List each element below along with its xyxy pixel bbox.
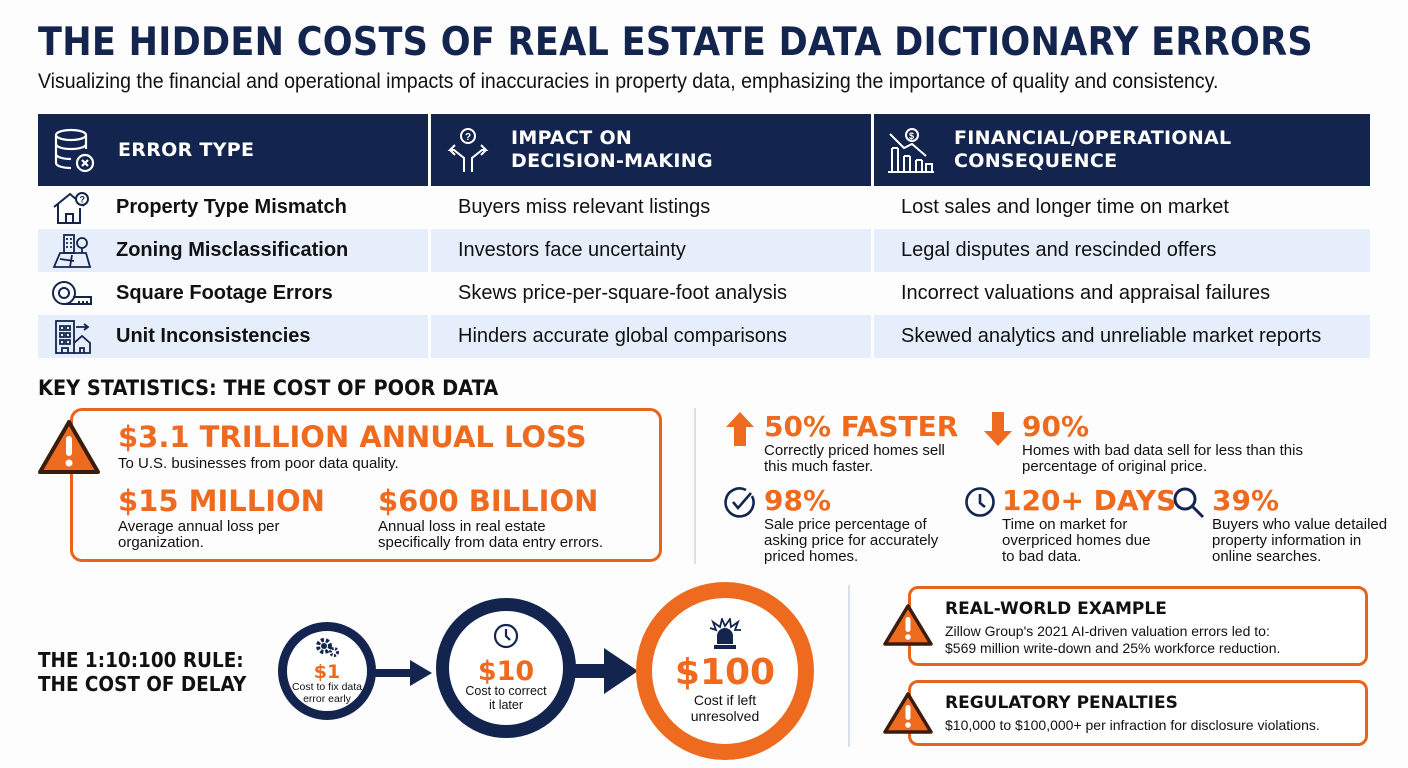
error-impact-table: ERROR TYPE ? IMPACT ON DECISION-MAKING $… bbox=[38, 114, 1370, 358]
consequence: Legal disputes and rescinded offers bbox=[874, 229, 1370, 272]
regulatory-penalties-callout: REGULATORY PENALTIES $10,000 to $100,000… bbox=[908, 680, 1368, 746]
key-statistics-heading: KEY STATISTICS: THE COST OF POOR DATA bbox=[38, 376, 499, 400]
callout-text: Zillow Group's 2021 AI-driven valuation … bbox=[945, 623, 1281, 656]
check-circle-icon bbox=[724, 486, 756, 523]
column-label-line2: CONSEQUENCE bbox=[954, 150, 1118, 172]
stat-desc: Homes with bad data sell for less than t… bbox=[1022, 442, 1303, 475]
impact: Hinders accurate global comparisons bbox=[431, 315, 871, 358]
callout-text: $10,000 to $100,000+ per infraction for … bbox=[945, 717, 1320, 733]
alarm-siren-icon bbox=[706, 616, 744, 655]
stat-value: 98% bbox=[764, 484, 832, 517]
table-header: ERROR TYPE ? IMPACT ON DECISION-MAKING $… bbox=[38, 114, 1370, 186]
consequence: Lost sales and longer time on market bbox=[901, 196, 1229, 218]
arrow-right-icon bbox=[370, 660, 432, 691]
table-row: Unit Inconsistencies Hinders accurate gl… bbox=[38, 315, 1370, 358]
stat-value: 39% bbox=[1212, 484, 1280, 517]
stat-value: 120+ DAYS bbox=[1002, 484, 1177, 517]
rule-caption: Cost to correct it later bbox=[465, 684, 547, 712]
stat-desc: Time on market for overpriced homes due … bbox=[1002, 516, 1151, 565]
building-convert-icon bbox=[48, 319, 96, 355]
stat-desc: Sale price percentage of asking price fo… bbox=[764, 516, 939, 565]
impact: Skews price-per-square-foot analysis bbox=[458, 282, 788, 304]
rule-amount: $10 bbox=[477, 656, 535, 688]
stat-desc: Annual loss in real estate specifically … bbox=[378, 518, 604, 551]
error-type: Square Footage Errors bbox=[116, 282, 333, 304]
impact: Investors face uncertainty bbox=[431, 229, 871, 272]
key-stats-box bbox=[70, 408, 662, 562]
column-label-line2: DECISION-MAKING bbox=[511, 150, 713, 172]
gears-icon bbox=[314, 636, 340, 663]
arrow-right-icon bbox=[568, 648, 638, 699]
rule-amount: $100 bbox=[674, 652, 776, 694]
search-icon bbox=[1172, 486, 1206, 525]
error-type: Unit Inconsistencies bbox=[116, 325, 311, 347]
table-row: Square Footage Errors Skews price-per-sq… bbox=[38, 272, 1370, 315]
tape-measure-icon bbox=[48, 276, 96, 312]
column-label-line1: FINANCIAL/OPERATIONAL bbox=[954, 127, 1232, 149]
error-type: Property Type Mismatch bbox=[116, 196, 347, 218]
callout-heading: REAL-WORLD EXAMPLE bbox=[945, 599, 1167, 619]
rule-step-1: $1 Cost to fix data error early bbox=[278, 622, 376, 720]
stat-desc: Average annual loss per organization. bbox=[118, 518, 280, 551]
column-header-impact: ? IMPACT ON DECISION-MAKING bbox=[431, 114, 871, 186]
stat-value: 90% bbox=[1022, 410, 1090, 443]
house-question-icon: ? bbox=[48, 190, 96, 226]
consequence: Skewed analytics and unreliable market r… bbox=[874, 315, 1370, 358]
stat-main-value: $3.1 TRILLION ANNUAL LOSS bbox=[118, 420, 587, 454]
table-row: Zoning Misclassification Investors face … bbox=[38, 229, 1370, 272]
consequence: Incorrect valuations and appraisal failu… bbox=[901, 282, 1271, 304]
page-subtitle: Visualizing the financial and operationa… bbox=[38, 70, 1219, 93]
divider bbox=[694, 408, 696, 564]
divider bbox=[848, 585, 850, 747]
rule-step-2: $10 Cost to correct it later bbox=[436, 598, 576, 738]
callout-heading: REGULATORY PENALTIES bbox=[945, 693, 1178, 713]
error-type: Zoning Misclassification bbox=[116, 239, 349, 261]
column-header-consequence: $ FINANCIAL/OPERATIONAL CONSEQUENCE bbox=[874, 114, 1370, 186]
decision-fork-icon: ? bbox=[443, 125, 493, 175]
arrow-up-icon bbox=[726, 412, 754, 451]
column-label: ERROR TYPE bbox=[118, 138, 255, 161]
clock-icon bbox=[964, 486, 996, 523]
svg-text:?: ? bbox=[80, 194, 86, 204]
table-row: ? Property Type Mismatch Buyers miss rel… bbox=[38, 186, 1370, 229]
stat-main-desc: To U.S. businesses from poor data qualit… bbox=[118, 455, 399, 472]
clock-icon bbox=[493, 623, 519, 654]
rule-caption: Cost to fix data error early bbox=[291, 681, 363, 705]
stat-desc: Buyers who value detailed property infor… bbox=[1212, 516, 1388, 565]
warning-icon bbox=[36, 418, 102, 481]
rule-amount: $1 bbox=[313, 661, 341, 684]
warning-icon bbox=[882, 602, 934, 653]
rule-step-3: $100 Cost if left unresolved bbox=[636, 582, 814, 760]
stat-value: $15 MILLION bbox=[118, 484, 325, 518]
arrow-down-icon bbox=[984, 412, 1012, 451]
warning-icon bbox=[882, 690, 934, 741]
stat-desc: Correctly priced homes sell this much fa… bbox=[764, 442, 945, 475]
stat-value: 50% FASTER bbox=[764, 410, 959, 443]
real-world-example-callout: REAL-WORLD EXAMPLE Zillow Group's 2021 A… bbox=[908, 586, 1368, 666]
rule-heading: THE 1:10:100 RULE: THE COST OF DELAY bbox=[38, 648, 247, 696]
rule-caption: Cost if left unresolved bbox=[690, 692, 760, 724]
page-title: THE HIDDEN COSTS OF REAL ESTATE DATA DIC… bbox=[38, 20, 1313, 65]
impact: Buyers miss relevant listings bbox=[458, 196, 711, 218]
database-error-icon bbox=[50, 125, 100, 175]
column-label-line1: IMPACT ON bbox=[511, 127, 633, 149]
svg-text:?: ? bbox=[465, 132, 471, 143]
stat-value: $600 BILLION bbox=[378, 484, 599, 518]
zoning-map-icon bbox=[48, 233, 96, 269]
column-header-error-type: ERROR TYPE bbox=[38, 114, 428, 186]
financial-decline-icon: $ bbox=[886, 125, 936, 175]
svg-text:$: $ bbox=[909, 131, 914, 141]
